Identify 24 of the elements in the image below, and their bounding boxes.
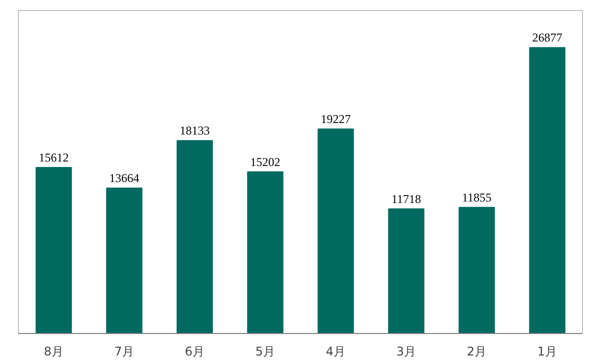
bar — [247, 171, 284, 334]
x-tick-label: 7月 — [114, 344, 134, 358]
x-tick-label: 3月 — [396, 344, 416, 358]
bar — [36, 166, 72, 334]
bar — [106, 188, 142, 334]
bar — [529, 47, 566, 334]
data-label: 11855 — [462, 190, 492, 204]
data-label: 26877 — [532, 30, 562, 45]
data-label: 19227 — [320, 112, 351, 126]
data-label: 15202 — [250, 154, 280, 169]
x-tick-label: 6月 — [184, 344, 205, 358]
data-label: 18133 — [180, 124, 210, 138]
x-tick-label: 4月 — [326, 344, 346, 358]
x-tick-label: 8月 — [44, 344, 64, 358]
x-tick-label: 5月 — [255, 344, 276, 358]
data-label: 13664 — [109, 171, 140, 186]
x-tick-label: 1月 — [537, 344, 558, 358]
x-tick-label: 2月 — [466, 344, 487, 358]
bar — [318, 128, 354, 334]
data-label: 15612 — [38, 150, 69, 164]
data-label: 11718 — [391, 192, 422, 206]
bar — [458, 206, 495, 334]
bar — [176, 140, 213, 334]
bar — [388, 208, 424, 334]
